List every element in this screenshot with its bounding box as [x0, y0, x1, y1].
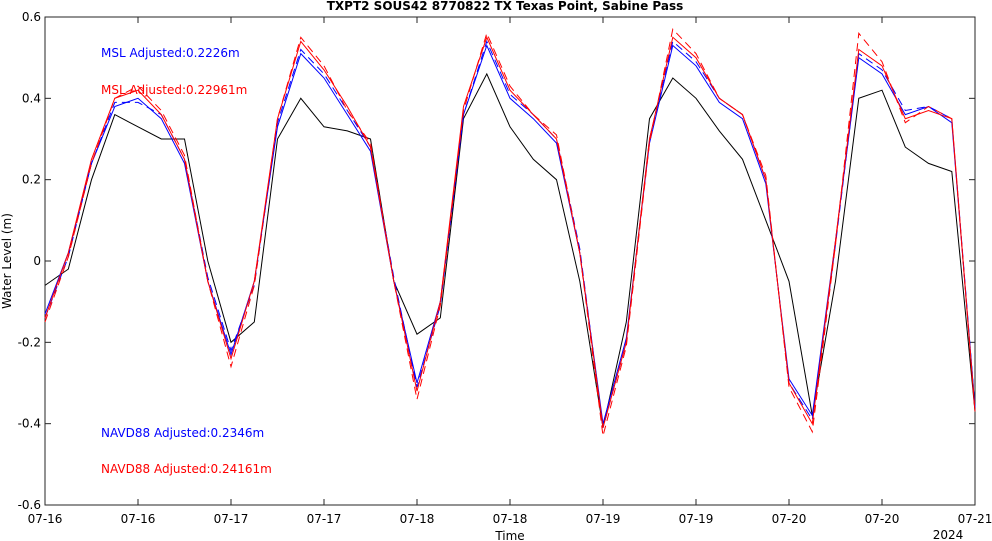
y-tick-label: -0.4 [18, 417, 41, 431]
y-axis-label: Water Level (m) [0, 213, 14, 309]
annotation: MSL Adjusted:0.2226m [101, 46, 240, 60]
y-tick-label: 0 [33, 254, 41, 268]
y-tick-label: 0.4 [22, 91, 41, 105]
chart-title: TXPT2 SOUS42 8770822 TX Texas Point, Sab… [327, 0, 684, 13]
x-tick-label: 07-16 [121, 512, 156, 526]
annotation: NAVD88 Adjusted:0.2346m [101, 426, 264, 440]
x-tick-label: 07-20 [865, 512, 900, 526]
year-label: 2024 [933, 528, 964, 541]
annotation: MSL Adjusted:0.22961m [101, 83, 247, 97]
x-tick-label: 07-17 [307, 512, 342, 526]
x-tick-label: 07-19 [586, 512, 621, 526]
x-axis-label: Time [494, 529, 524, 541]
series-line [44, 28, 976, 437]
x-tick-label: 07-17 [214, 512, 249, 526]
y-tick-label: 0.6 [22, 10, 41, 24]
y-tick-label: 0.2 [22, 173, 41, 187]
x-tick-label: 07-20 [772, 512, 807, 526]
y-tick-label: -0.2 [18, 335, 41, 349]
x-tick-label: 07-16 [28, 512, 63, 526]
y-tick-label: -0.6 [18, 498, 41, 512]
x-tick-label: 07-19 [679, 512, 714, 526]
x-tick-label: 07-18 [400, 512, 435, 526]
x-tick-label: 07-18 [493, 512, 528, 526]
x-tick-label: 07-21 [958, 512, 992, 526]
annotation: NAVD88 Adjusted:0.24161m [101, 462, 272, 476]
